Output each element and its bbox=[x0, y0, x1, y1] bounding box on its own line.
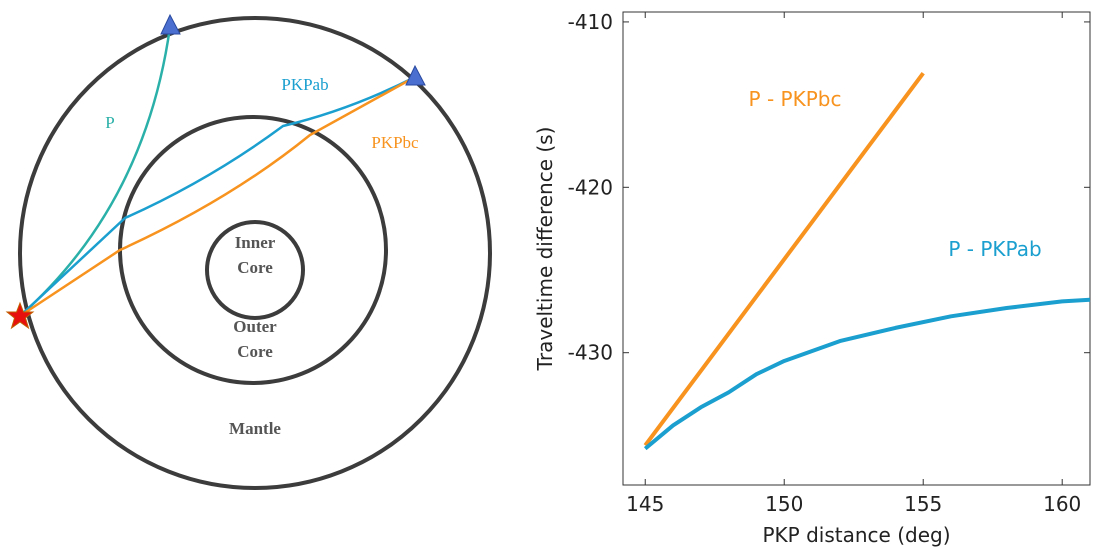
inner-core-boundary bbox=[205, 220, 305, 320]
x-axis-label: PKP distance (deg) bbox=[763, 523, 951, 547]
series-line bbox=[643, 297, 1091, 451]
label-outer-core: Outer bbox=[233, 317, 277, 336]
station bbox=[160, 13, 181, 35]
x-tick-label: 160 bbox=[1043, 492, 1081, 516]
y-tick-label: -410 bbox=[568, 10, 613, 34]
label-pkpab: PKPab bbox=[281, 75, 328, 94]
label-mantle: Mantle bbox=[229, 419, 281, 438]
ray-pkpbc bbox=[19, 75, 416, 318]
series-label: P - PKPbc bbox=[749, 87, 842, 111]
y-tick-label: -430 bbox=[568, 341, 613, 365]
earth-diagram bbox=[5, 13, 492, 490]
y-axis-label: Traveltime difference (s) bbox=[533, 127, 557, 372]
surface bbox=[18, 16, 492, 490]
label-p: P bbox=[105, 113, 114, 132]
ray-pkpab bbox=[19, 75, 416, 317]
y-tick-label: -420 bbox=[568, 175, 613, 199]
diagram-labels: P PKPab PKPbc Inner Core Outer Core Mant… bbox=[105, 75, 419, 438]
series-label: P - PKPab bbox=[948, 237, 1041, 261]
x-tick-label: 150 bbox=[765, 492, 803, 516]
series-line bbox=[643, 71, 925, 447]
label-inner-core: Inner bbox=[235, 233, 276, 252]
source bbox=[5, 301, 35, 330]
chart: 145 150 155 160 -430 -420 -410 PKP distance (de… bbox=[533, 10, 1091, 547]
x-tick-label: 145 bbox=[626, 492, 664, 516]
x-tick-label: 155 bbox=[904, 492, 942, 516]
label-outer-core: Core bbox=[237, 342, 273, 361]
plot-frame bbox=[622, 11, 1091, 486]
station bbox=[405, 64, 426, 86]
label-pkpbc: PKPbc bbox=[371, 133, 419, 152]
label-inner-core: Core bbox=[237, 258, 273, 277]
